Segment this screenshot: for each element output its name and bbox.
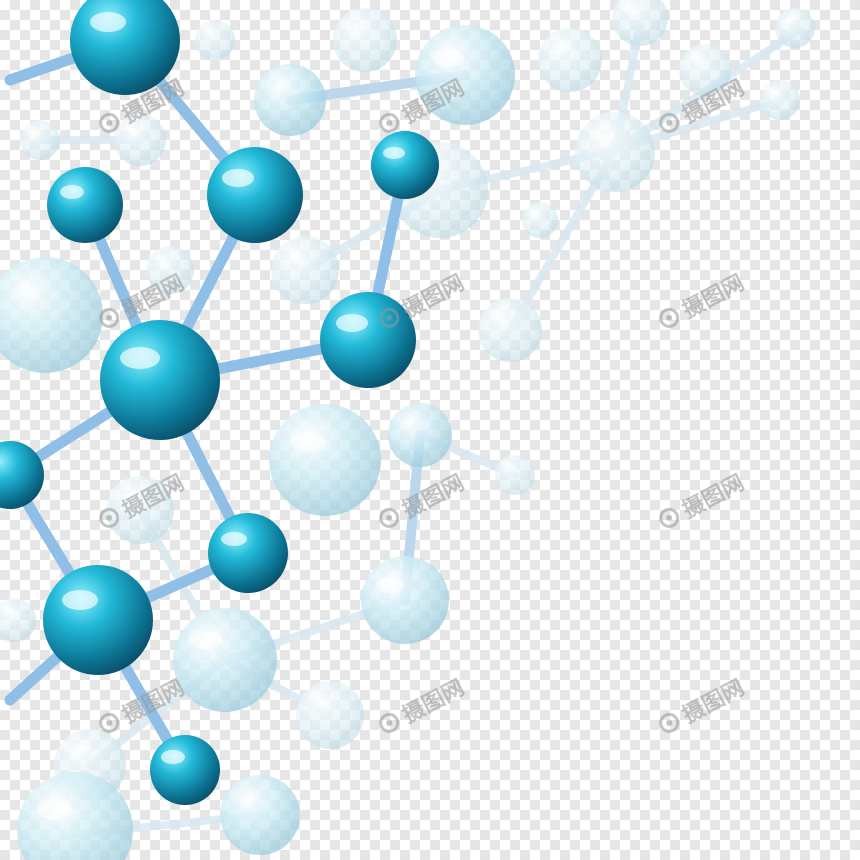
faded-atom	[20, 120, 60, 160]
faded-atom	[271, 236, 339, 304]
faded-atom	[775, 8, 815, 48]
solid-atom	[43, 565, 153, 675]
translucent-atom	[0, 257, 103, 373]
solid-atom	[150, 735, 220, 805]
translucent-atom	[415, 25, 515, 125]
solid-atom	[208, 513, 288, 593]
faded-atom	[333, 8, 397, 72]
translucent-atom	[254, 64, 326, 136]
solid-atom	[100, 320, 220, 440]
faded-atom	[0, 598, 36, 642]
solid-atom	[371, 131, 439, 199]
translucent-atom	[17, 772, 133, 860]
solid-atom	[320, 292, 416, 388]
faded-atom	[146, 246, 194, 294]
faded-atom	[612, 0, 668, 46]
faded-atom	[195, 20, 235, 60]
translucent-atom	[388, 403, 452, 467]
faded-atom	[296, 681, 364, 749]
translucent-atom	[269, 404, 381, 516]
faded-atom	[495, 455, 535, 495]
faded-atom	[538, 28, 602, 92]
faded-atom	[478, 298, 542, 362]
faded-atom	[575, 112, 655, 192]
solid-atom	[207, 147, 303, 243]
faded-atom	[114, 114, 166, 166]
faded-atom	[679, 44, 731, 96]
solid-atom	[47, 167, 123, 243]
translucent-atom	[361, 556, 449, 644]
translucent-atom	[173, 608, 277, 712]
faded-atom	[522, 202, 558, 238]
translucent-atoms	[0, 25, 515, 860]
atom-highlights	[37, 12, 464, 820]
faded-atom	[760, 80, 800, 120]
translucent-atom	[220, 775, 300, 855]
solid-atom	[0, 441, 44, 509]
faded-atom	[106, 476, 174, 544]
